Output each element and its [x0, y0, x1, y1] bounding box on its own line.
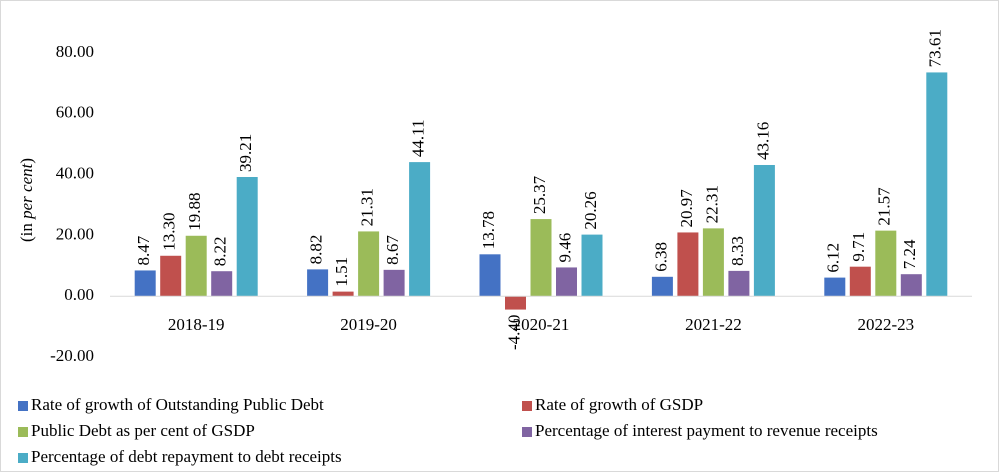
data-label: 1.51	[332, 257, 351, 287]
y-tick-label: 60.00	[56, 103, 94, 122]
data-label: 73.61	[926, 29, 945, 67]
bar	[479, 254, 501, 297]
bar	[900, 274, 922, 297]
data-label: 21.31	[358, 188, 377, 226]
bar	[505, 296, 526, 310]
data-label: 9.46	[555, 233, 574, 263]
data-label: -4.40	[504, 315, 523, 350]
data-label: 7.24	[900, 239, 919, 269]
legend-swatch	[18, 453, 28, 463]
data-label: 8.33	[728, 236, 747, 266]
y-tick-label: 20.00	[56, 224, 94, 243]
bar	[926, 72, 948, 297]
data-label: 20.97	[677, 189, 696, 228]
x-tick-label: 2018-19	[168, 315, 225, 334]
bar	[581, 234, 603, 297]
y-axis-label-part: )	[17, 158, 36, 164]
y-tick-label: 0.00	[64, 285, 94, 304]
data-label: 20.26	[581, 191, 600, 229]
data-label: 6.12	[824, 243, 843, 273]
bar	[211, 271, 233, 297]
x-tick-label: 2022-23	[857, 315, 914, 334]
bar	[160, 255, 182, 297]
data-label: 44.11	[409, 119, 428, 157]
bar	[409, 162, 431, 297]
data-label: 13.78	[479, 211, 498, 249]
bar	[677, 232, 699, 297]
y-axis-label-part: (in	[17, 219, 36, 242]
legend-swatch	[522, 401, 532, 411]
data-label: 6.38	[651, 242, 670, 272]
legend-swatch	[522, 427, 532, 437]
bar	[824, 277, 846, 297]
y-axis-label-part: per cent	[17, 162, 36, 220]
legend-label: Public Debt as per cent of GSDP	[31, 421, 255, 440]
bar	[307, 269, 329, 297]
data-label: 43.16	[753, 122, 772, 160]
bar	[702, 228, 724, 297]
x-tick-label: 2019-20	[340, 315, 397, 334]
bar	[185, 235, 207, 297]
legend-label: Percentage of interest payment to revenu…	[535, 421, 878, 440]
data-label: 39.21	[236, 134, 255, 172]
data-label: 8.67	[383, 235, 402, 265]
bar	[134, 270, 156, 297]
y-tick-label: 40.00	[56, 164, 94, 183]
bar	[530, 219, 552, 297]
data-label: 9.71	[849, 232, 868, 262]
data-label: 19.88	[185, 193, 204, 231]
legend-swatch	[18, 427, 28, 437]
bar	[875, 230, 897, 297]
bar	[358, 231, 380, 297]
bar	[753, 164, 775, 297]
bar	[728, 270, 750, 297]
data-label: 25.37	[530, 175, 549, 214]
y-axis-label: (in per cent)	[17, 158, 36, 242]
bar	[332, 291, 354, 297]
data-label: 22.31	[702, 185, 721, 223]
bar	[556, 267, 577, 297]
x-tick-label: 2021-22	[685, 315, 742, 334]
data-label: 8.82	[307, 235, 326, 265]
data-label: 8.47	[134, 235, 153, 265]
legend-label: Percentage of debt repayment to debt rec…	[31, 447, 342, 466]
data-label: 21.57	[875, 187, 894, 226]
bar	[651, 276, 673, 297]
y-tick-label: 80.00	[56, 42, 94, 61]
x-tick-label: 2020-21	[513, 315, 570, 334]
legend-swatch	[18, 401, 28, 411]
bar	[849, 266, 871, 297]
y-tick-label: -20.00	[50, 346, 94, 365]
legend-label: Rate of growth of GSDP	[535, 395, 703, 414]
data-label: 8.22	[211, 236, 230, 266]
bar	[383, 269, 405, 297]
data-label: 13.30	[160, 213, 179, 251]
legend-label: Rate of growth of Outstanding Public Deb…	[31, 395, 324, 414]
bar	[236, 177, 258, 297]
